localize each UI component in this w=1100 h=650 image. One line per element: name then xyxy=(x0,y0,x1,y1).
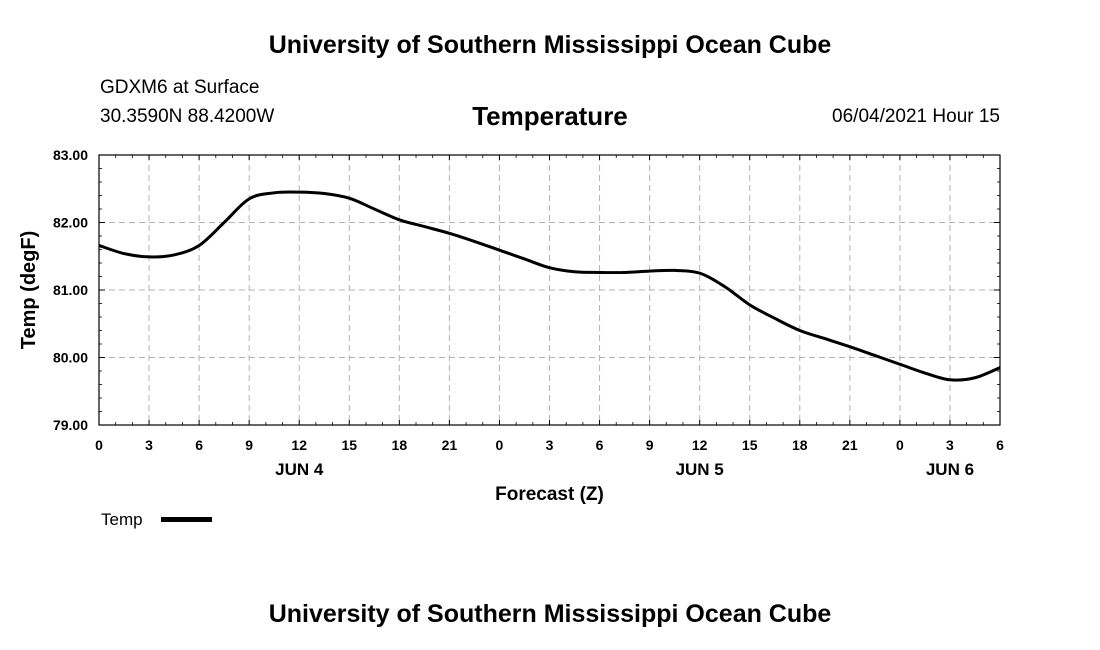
day-label: JUN 5 xyxy=(676,460,724,479)
x-axis-label: Forecast (Z) xyxy=(495,484,604,505)
x-tick-label: 3 xyxy=(546,437,554,453)
x-tick-label: 0 xyxy=(896,437,904,453)
y-tick-label: 80.00 xyxy=(53,350,88,366)
y-tick-label: 82.00 xyxy=(53,215,88,231)
y-axis-label: Temp (degF) xyxy=(18,231,40,350)
y-tick-label: 81.00 xyxy=(53,282,88,298)
x-tick-label: 15 xyxy=(742,437,758,453)
x-tick-label: 0 xyxy=(496,437,504,453)
x-tick-label: 3 xyxy=(145,437,153,453)
x-tick-label: 15 xyxy=(341,437,357,453)
station-name: GDXM6 at Surface xyxy=(100,77,260,98)
x-tick-label: 6 xyxy=(195,437,203,453)
bottom-title: University of Southern Mississippi Ocean… xyxy=(268,600,832,628)
x-tick-label: 3 xyxy=(946,437,954,453)
x-tick-label: 21 xyxy=(842,437,858,453)
y-tick-label: 83.00 xyxy=(53,147,88,163)
legend-line-swatch xyxy=(161,517,212,522)
x-tick-label: 6 xyxy=(596,437,604,453)
day-label: JUN 4 xyxy=(275,460,324,479)
top-title: University of Southern Mississippi Ocean… xyxy=(268,31,832,59)
x-tick-label: 0 xyxy=(95,437,103,453)
temp-series-line xyxy=(98,190,1001,382)
x-tick-label: 9 xyxy=(646,437,654,453)
x-tick-label: 12 xyxy=(692,437,708,453)
forecast-timestamp: 06/04/2021 Hour 15 xyxy=(832,106,1000,127)
x-tick-label: 12 xyxy=(291,437,307,453)
y-tick-label: 79.00 xyxy=(53,417,88,433)
day-label: JUN 6 xyxy=(926,460,974,479)
x-tick-label: 6 xyxy=(996,437,1004,453)
x-tick-label: 18 xyxy=(392,437,408,453)
x-tick-label: 9 xyxy=(245,437,253,453)
chart-title: Temperature xyxy=(472,101,628,131)
x-tick-label: 21 xyxy=(442,437,458,453)
legend-label: Temp xyxy=(101,510,143,529)
x-tick-label: 18 xyxy=(792,437,808,453)
station-coordinates: 30.3590N 88.4200W xyxy=(100,106,275,127)
